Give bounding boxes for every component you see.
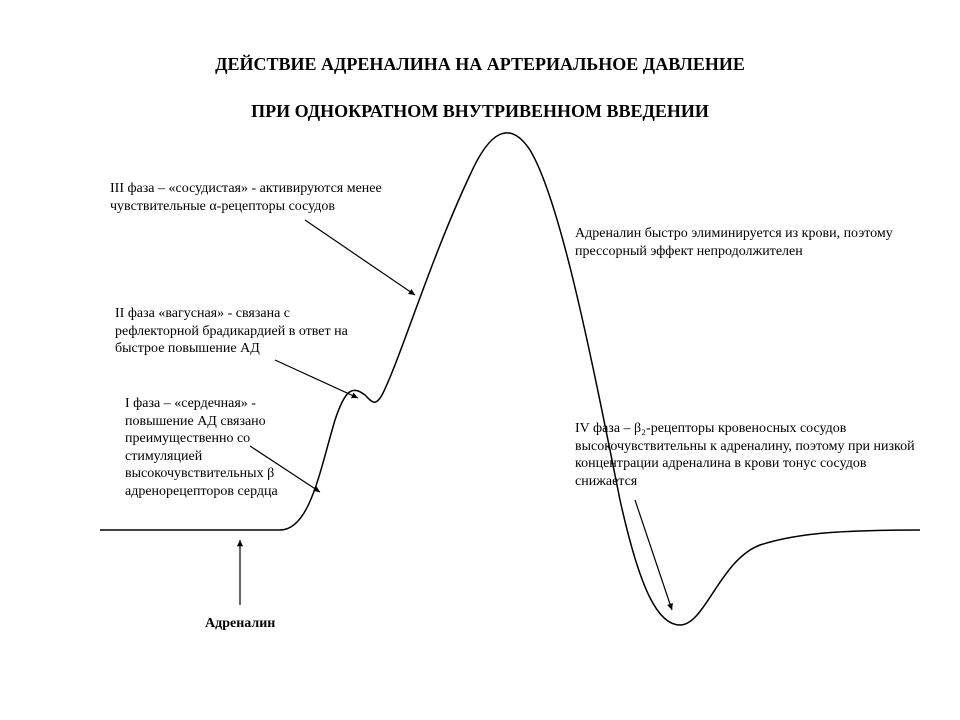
- injection-label: Адреналин: [205, 615, 325, 633]
- annotation-phase1: I фаза – «сердечная» - повышение АД связ…: [125, 395, 320, 500]
- arrow-phase3: [305, 220, 415, 295]
- diagram-canvas: [0, 0, 960, 720]
- annotation-phase2-text: II фаза «вагусная» - связана с рефлектор…: [115, 306, 348, 356]
- annotation-phase4-text: IV фаза – β₂-рецепторы кровеносных сосуд…: [575, 421, 915, 489]
- annotation-phase2: II фаза «вагусная» - связана с рефлектор…: [115, 305, 360, 358]
- annotation-phase3-text: III фаза – «сосудистая» - активируются м…: [110, 181, 382, 214]
- annotation-phase3: III фаза – «сосудистая» - активируются м…: [110, 180, 430, 215]
- annotation-phase1-text: I фаза – «сердечная» - повышение АД связ…: [125, 396, 278, 499]
- annotation-elimination-text: Адреналин быстро элиминируется из крови,…: [575, 226, 893, 259]
- annotation-elimination: Адреналин быстро элиминируется из крови,…: [575, 225, 905, 260]
- annotation-phase4: IV фаза – β₂-рецепторы кровеносных сосуд…: [575, 420, 915, 490]
- arrow-injection: [237, 540, 243, 605]
- injection-label-text: Адреналин: [205, 616, 275, 631]
- arrow-phase2: [275, 360, 358, 398]
- arrow-phase4: [635, 500, 673, 610]
